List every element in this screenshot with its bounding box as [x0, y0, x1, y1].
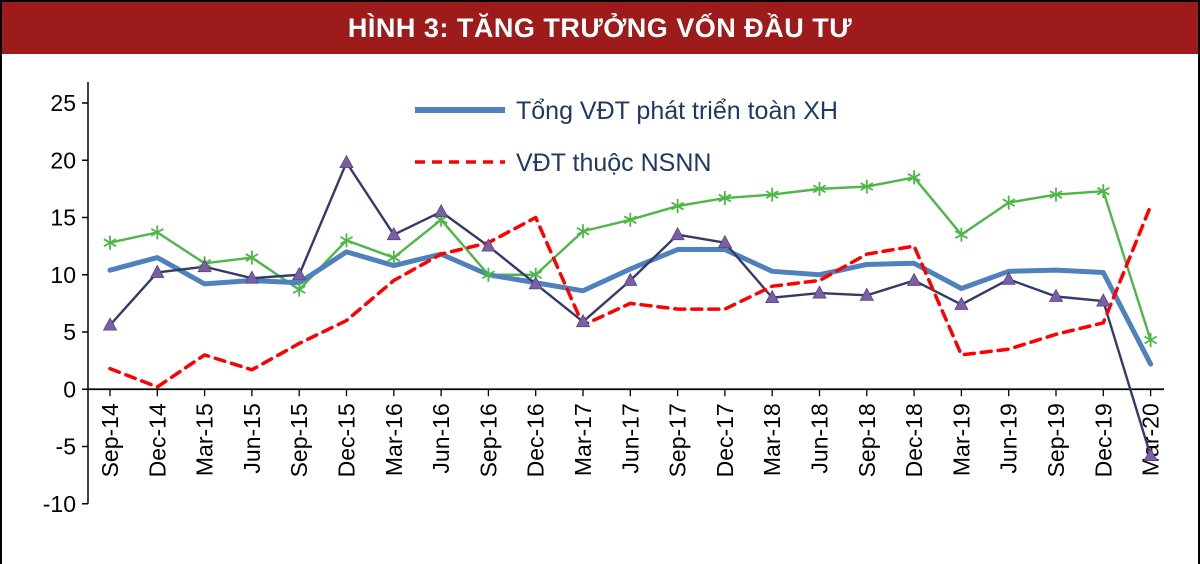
- series-line-tong-vdt-toan-xh: [107, 247, 1154, 367]
- triangle-marker: [481, 238, 496, 252]
- star-marker: [907, 173, 921, 182]
- triangle-marker: [623, 272, 638, 286]
- x-axis-label: Sep-16: [475, 403, 501, 477]
- chart-area: 25 20 15 10 5 0 -5 -10 Sep-14 Dec-14 Mar-15 Jun-15 S…: [2, 54, 1198, 564]
- x-axis-label: Sep-19: [1043, 403, 1069, 477]
- star-marker: [576, 226, 590, 236]
- triangle-marker: [386, 226, 401, 241]
- star-marker: [718, 193, 732, 203]
- x-axis-label: Dec-18: [901, 403, 927, 477]
- star-marker: [103, 238, 117, 247]
- triangle-marker: [1143, 447, 1158, 462]
- star-marker: [339, 236, 354, 245]
- star-marker: [245, 253, 259, 262]
- star-marker: [671, 201, 685, 211]
- x-axis-label: Sep-17: [665, 403, 691, 477]
- triangle-marker: [575, 313, 591, 328]
- triangle-marker: [292, 266, 307, 281]
- y-axis-label: 10: [50, 262, 76, 288]
- star-marker: [623, 215, 637, 225]
- triangle-marker: [1048, 288, 1064, 302]
- x-axis-label: Mar-15: [192, 403, 218, 476]
- x-axis-label: Mar-20: [1138, 403, 1164, 476]
- x-axis-label: Jun-15: [239, 403, 265, 473]
- triangle-marker: [859, 287, 874, 301]
- star-marker: [481, 270, 495, 280]
- star-marker: [1144, 335, 1158, 345]
- star-marker: [387, 253, 401, 262]
- y-axis-label: 20: [50, 147, 76, 173]
- x-axis-label: Dec-15: [334, 403, 360, 477]
- triangle-marker: [954, 296, 969, 310]
- triangle-marker: [1096, 293, 1111, 307]
- legend-label: Tổng VĐT phát triển toàn XH: [516, 97, 838, 125]
- x-axis-label: Sep-15: [286, 403, 312, 477]
- x-axis-label: Mar-18: [759, 403, 785, 476]
- triangle-marker: [150, 264, 165, 278]
- triangle-marker: [717, 234, 733, 249]
- star-marker: [765, 190, 779, 199]
- triangle-marker: [102, 317, 118, 331]
- x-axis-label: Jun-16: [428, 403, 454, 473]
- figure-header: HÌNH 3: TĂNG TRƯỞNG VỐN ĐẦU TƯ: [2, 2, 1198, 54]
- y-axis-label: 25: [50, 90, 76, 116]
- star-marker: [1002, 198, 1016, 207]
- legend-label: VĐT thuộc NSNN: [516, 149, 711, 177]
- star-marker: [434, 215, 448, 225]
- x-axis-label: Mar-16: [381, 403, 407, 476]
- triangle-marker: [812, 285, 827, 299]
- x-axis-label: Jun-18: [807, 403, 833, 473]
- triangle-marker: [765, 289, 780, 304]
- x-axis-label: Mar-19: [948, 403, 974, 476]
- star-marker: [812, 184, 827, 194]
- figure-title: HÌNH 3: TĂNG TRƯỞNG VỐN ĐẦU TƯ: [347, 12, 853, 43]
- star-marker: [529, 270, 543, 280]
- legend-item-tong-vdt-toan-xh: Tổng VĐT phát triển toàn XH: [415, 97, 838, 125]
- triangle-marker: [244, 270, 260, 284]
- line-chart: 25 20 15 10 5 0 -5 -10 Sep-14 Dec-14 Mar-15 Jun-15 S…: [43, 82, 1164, 517]
- star-marker: [1049, 190, 1063, 199]
- x-axis-label: Mar-17: [570, 403, 596, 476]
- x-axis-label: Jun-19: [996, 403, 1022, 473]
- x-axis-label: Sep-18: [854, 403, 880, 477]
- triangle-marker: [197, 258, 212, 273]
- y-axis-label: 0: [63, 376, 76, 402]
- star-marker: [150, 228, 164, 237]
- y-axis-label: -10: [43, 491, 76, 517]
- y-axis-label: 15: [50, 205, 76, 231]
- triangle-marker: [670, 226, 685, 241]
- star-marker: [292, 285, 306, 294]
- star-marker: [1096, 186, 1110, 196]
- triangle-marker: [339, 154, 354, 168]
- series-line-green-star-series: [108, 176, 1152, 342]
- star-marker: [860, 182, 874, 191]
- x-axis-label: Dec-19: [1090, 403, 1116, 477]
- y-axis-label: -5: [56, 434, 76, 460]
- triangle-marker: [1001, 271, 1016, 285]
- triangle-marker: [906, 272, 922, 286]
- x-axis-label: Sep-14: [97, 403, 123, 477]
- x-axis-label: Dec-14: [144, 403, 170, 477]
- star-marker: [954, 230, 968, 239]
- y-axis-label: 5: [63, 319, 76, 345]
- legend-item-vdt-thuoc-nsnn: VĐT thuộc NSNN: [415, 149, 711, 177]
- x-axis-label: Dec-16: [523, 403, 549, 477]
- series-line-vdt-thuoc-nsnn: [108, 204, 1153, 389]
- x-axis-label: Jun-17: [617, 403, 643, 473]
- x-axis-label: Dec-17: [712, 403, 738, 477]
- triangle-marker: [528, 276, 543, 290]
- triangle-marker: [433, 203, 449, 218]
